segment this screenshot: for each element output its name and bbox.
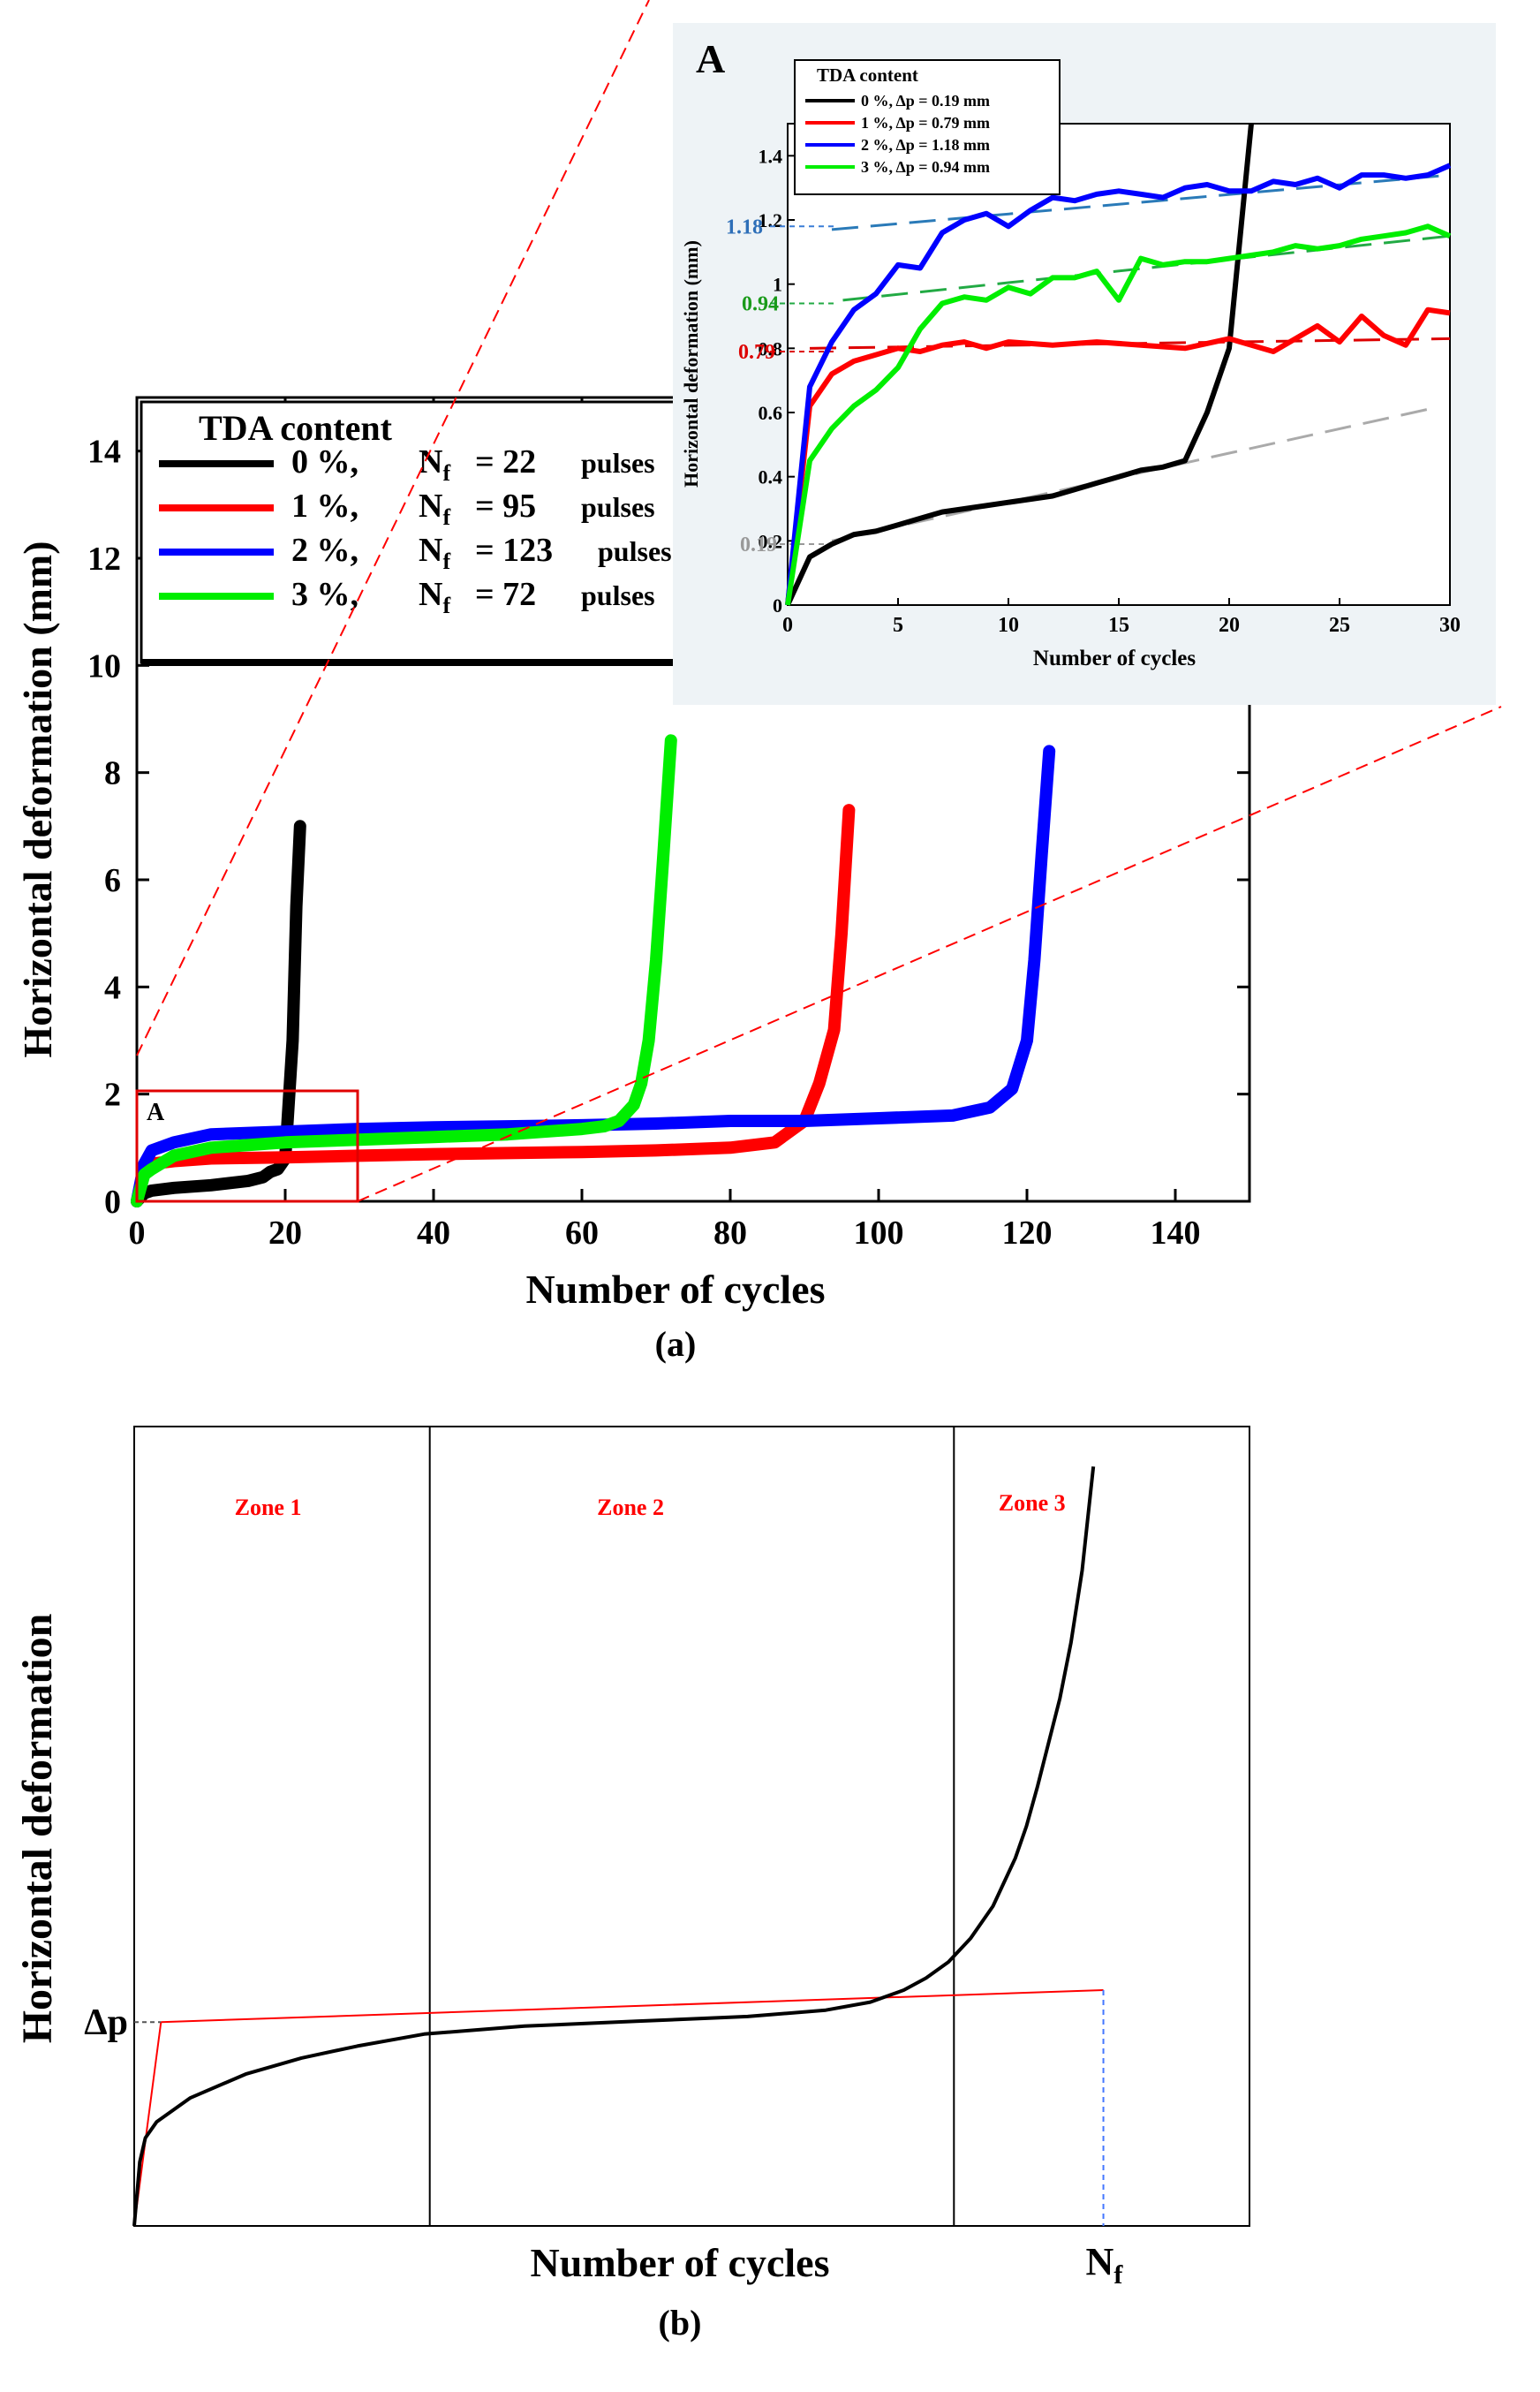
main-y-tick-label: 6 bbox=[104, 862, 121, 899]
inset-legend-entry-3: 3 %, Δp = 0.94 mm bbox=[861, 158, 990, 176]
zoom-guide-upper bbox=[136, 0, 650, 1056]
main-legend-pct-1: 1 %, bbox=[291, 488, 359, 525]
main-x-tick-label: 120 bbox=[1002, 1215, 1053, 1252]
main-series-0 bbox=[131, 820, 306, 1207]
inset-legend-title: TDA content bbox=[817, 64, 918, 86]
main-x-tick-label: 40 bbox=[417, 1215, 450, 1252]
main-legend-value-2: = 123 bbox=[475, 532, 553, 569]
main-legend-value-3: = 72 bbox=[475, 576, 536, 613]
caption-a: (a) bbox=[655, 1324, 697, 1364]
main-y-tick-label: 8 bbox=[104, 755, 121, 792]
inset-annotation-2: 0.79 bbox=[738, 341, 775, 364]
main-legend-value-1: = 95 bbox=[475, 488, 536, 525]
schematic-x-axis-title: Number of cycles bbox=[531, 2240, 830, 2285]
inset-y-tick-label: 0 bbox=[773, 594, 782, 617]
inset-legend-entries: 0 %, Δp = 0.19 mm 1 %, Δp = 0.79 mm 2 %, Δ… bbox=[805, 92, 990, 176]
main-legend-value-0: = 22 bbox=[475, 443, 536, 481]
inset-annotation-0: 1.18 bbox=[726, 216, 763, 238]
main-legend-pct-3: 3 %, bbox=[291, 576, 359, 613]
main-legend-unit-3: pulses bbox=[581, 579, 655, 611]
schematic-frame bbox=[133, 1426, 1250, 2227]
delta-p-label: Δp bbox=[84, 2002, 128, 2043]
main-x-tick-label: 80 bbox=[713, 1215, 747, 1252]
inset-series-3 bbox=[785, 223, 1452, 606]
main-y-tick-label: 10 bbox=[87, 647, 121, 685]
schematic-curve bbox=[132, 1466, 1096, 2227]
main-y-tick-label: 12 bbox=[87, 541, 121, 578]
inset-x-axis-title: Number of cycles bbox=[1033, 647, 1196, 670]
main-y-tick-label: 4 bbox=[104, 969, 121, 1006]
main-x-axis-title: Number of cycles bbox=[526, 1267, 826, 1312]
zone-label-1: Zone 1 bbox=[235, 1495, 302, 1520]
inset-x-tick-label: 5 bbox=[893, 614, 903, 637]
inset-legend-entry-2: 2 %, Δp = 1.18 mm bbox=[861, 136, 990, 154]
main-y-tick-label: 0 bbox=[104, 1184, 121, 1221]
inset-x-tick-label: 30 bbox=[1439, 614, 1461, 637]
secondary-trend-line bbox=[161, 1989, 1104, 2024]
main-chart-series bbox=[131, 734, 1056, 1207]
inset-y-tick-label: 1.4 bbox=[759, 145, 783, 167]
main-legend-box bbox=[140, 400, 682, 664]
inset-legend-box bbox=[794, 59, 1061, 195]
inset-series-2 bbox=[785, 163, 1452, 606]
inset-x-tick-label: 25 bbox=[1329, 614, 1350, 637]
main-legend-title: TDA content bbox=[199, 408, 393, 448]
inset-y-tick-label: 1.2 bbox=[759, 209, 783, 231]
inset-ticks: 0 5 10 15 20 25 30 0 0.2 0.4 0.6 0.8 1 1.2 1.4 bbox=[759, 124, 1461, 637]
inset-y-tick-label: 0.6 bbox=[759, 402, 783, 424]
main-series-3 bbox=[131, 734, 677, 1207]
main-x-tick-label: 0 bbox=[129, 1215, 146, 1252]
zone-label-3: Zone 3 bbox=[999, 1490, 1066, 1516]
main-x-tick-label: 60 bbox=[565, 1215, 599, 1252]
inset-plot-area bbox=[788, 124, 1450, 605]
main-legend-unit-0: pulses bbox=[581, 447, 655, 479]
main-y-tick-label: 2 bbox=[104, 1077, 121, 1114]
inset-x-tick-label: 0 bbox=[782, 614, 793, 637]
inset-annotation-3: 0.19 bbox=[740, 534, 777, 556]
main-y-tick-label: 14 bbox=[87, 434, 121, 471]
main-legend-unit-2: pulses bbox=[598, 535, 672, 567]
inset-annotations: 1.18 0.94 0.79 0.19 bbox=[726, 216, 779, 556]
inset-x-tick-label: 20 bbox=[1219, 614, 1240, 637]
zoom-box-a bbox=[135, 1089, 359, 1203]
main-legend-unit-1: pulses bbox=[581, 491, 655, 523]
main-x-tick-label: 100 bbox=[854, 1215, 904, 1252]
inset-legend-entry-1: 1 %, Δp = 0.79 mm bbox=[861, 114, 990, 132]
inset-legend-entry-0: 0 %, Δp = 0.19 mm bbox=[861, 92, 990, 110]
inset-trend-3 bbox=[842, 234, 1451, 302]
inset-y-tick-label: 1 bbox=[773, 274, 782, 296]
inset-y-tick-label: 0.2 bbox=[759, 530, 783, 552]
inset-trend-0 bbox=[831, 407, 1429, 542]
inset-annotation-1: 0.94 bbox=[742, 292, 779, 315]
main-x-tick-label: 20 bbox=[268, 1215, 302, 1252]
inset-y-axis-title: Horizontal deformation (mm) bbox=[680, 240, 702, 488]
main-x-tick-label: 140 bbox=[1151, 1215, 1201, 1252]
zoom-box-label: A bbox=[147, 1099, 165, 1126]
zone-label-2: Zone 2 bbox=[597, 1495, 664, 1520]
main-y-axis-title: Horizontal deformation (mm) bbox=[15, 541, 60, 1057]
main-legend-pct-0: 0 %, bbox=[291, 443, 359, 481]
main-legend-pct-2: 2 %, bbox=[291, 532, 359, 569]
inset-label: A bbox=[696, 36, 725, 81]
caption-b: (b) bbox=[659, 2303, 702, 2343]
inset-series bbox=[785, 123, 1452, 607]
main-series-2 bbox=[131, 745, 1056, 1207]
inset-frame bbox=[787, 123, 1451, 606]
inset-series-1 bbox=[785, 307, 1451, 606]
inset-y-tick-label: 0.4 bbox=[759, 466, 783, 488]
inset-y-tick-label: 0.8 bbox=[759, 337, 783, 360]
inset-x-tick-label: 15 bbox=[1108, 614, 1129, 637]
zoom-guide-lower bbox=[357, 706, 1502, 1202]
inset-x-tick-label: 10 bbox=[998, 614, 1019, 637]
inset-series-0 bbox=[785, 123, 1254, 607]
schematic-y-axis-title: Horizontal deformation bbox=[14, 1614, 61, 2044]
